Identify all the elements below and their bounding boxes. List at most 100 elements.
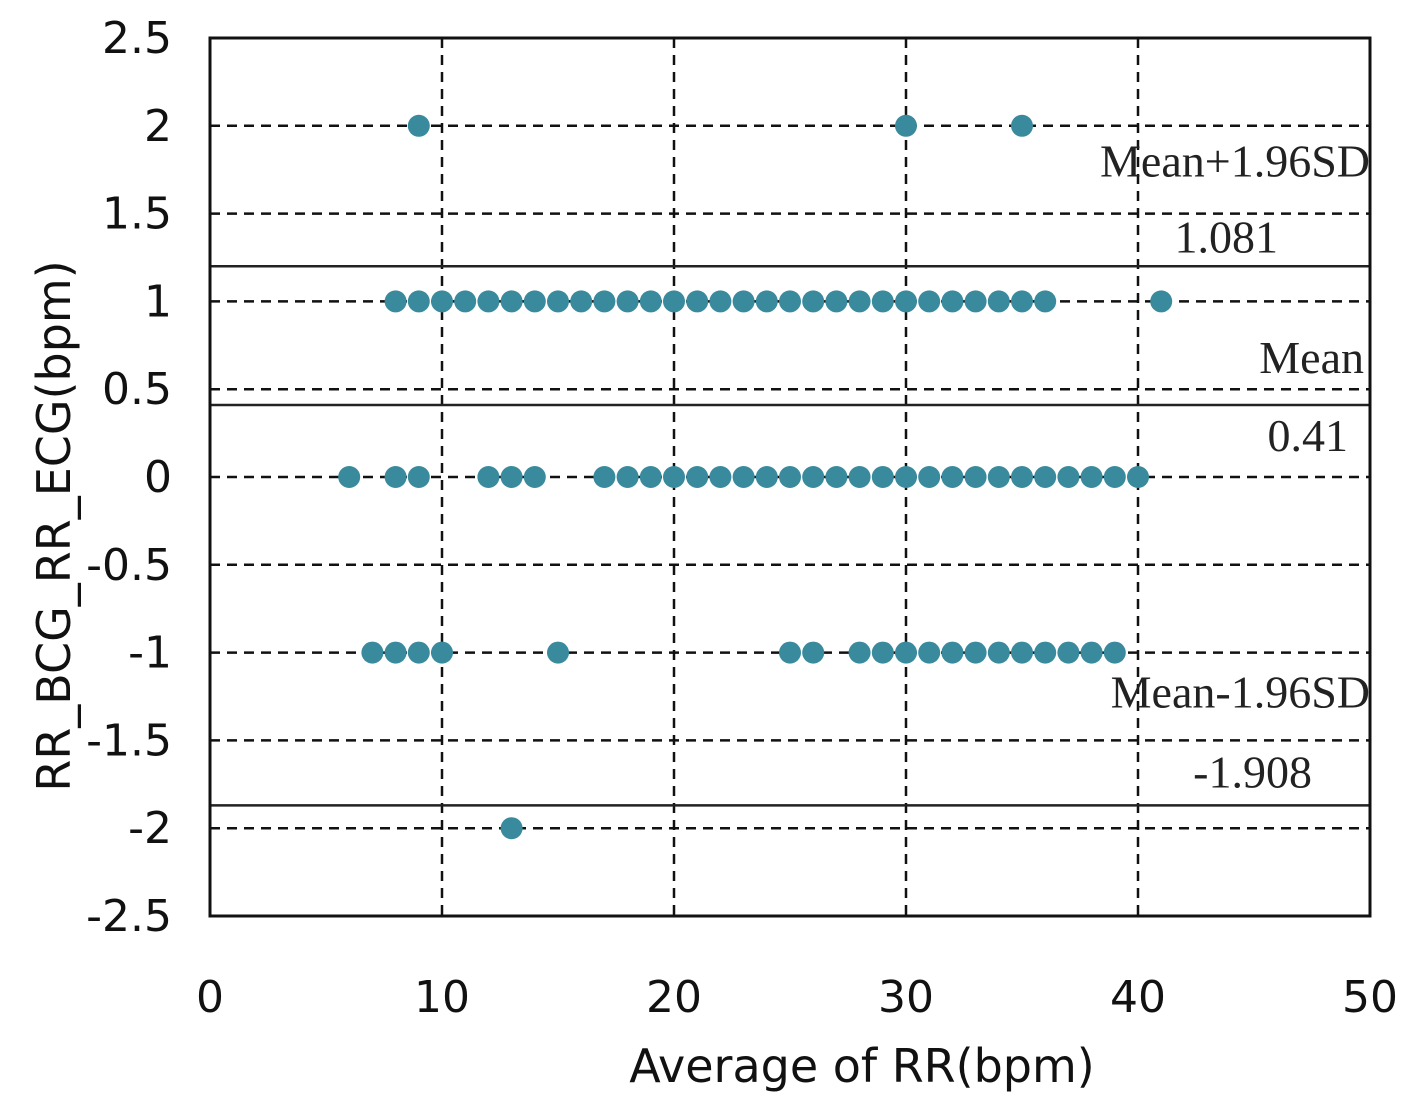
data-point <box>848 466 871 488</box>
x-tick-label: 0 <box>196 972 224 1023</box>
data-point <box>987 290 1010 313</box>
data-point <box>686 290 709 313</box>
reference-line-value: -1.908 <box>1193 746 1312 797</box>
data-point <box>871 641 894 664</box>
data-point <box>848 641 871 664</box>
data-point <box>779 466 801 488</box>
data-point <box>1034 641 1057 664</box>
data-point <box>1034 466 1057 488</box>
data-point <box>547 641 569 664</box>
data-point <box>895 114 917 137</box>
reference-line-name: Mean <box>1259 332 1364 383</box>
data-point <box>1103 641 1126 664</box>
y-tick-label: 1 <box>144 276 172 327</box>
data-point <box>964 641 987 664</box>
data-point <box>407 114 430 137</box>
data-point <box>407 466 430 488</box>
y-tick-label: -2.5 <box>86 891 172 942</box>
x-tick-label: 40 <box>1110 972 1166 1023</box>
x-axis-title: Average of RR(bpm) <box>629 1039 1095 1093</box>
data-point <box>593 290 616 313</box>
data-point <box>895 641 917 664</box>
data-point <box>454 290 477 313</box>
data-point <box>732 290 755 313</box>
data-point <box>895 290 917 313</box>
data-point <box>500 466 523 488</box>
data-points <box>338 114 1173 840</box>
data-point <box>802 466 825 488</box>
data-point <box>779 290 801 313</box>
data-point <box>732 466 755 488</box>
data-point <box>1011 641 1033 664</box>
data-point <box>755 466 778 488</box>
data-point <box>407 290 430 313</box>
data-point <box>616 290 639 313</box>
data-point <box>523 466 546 488</box>
x-tick-label: 10 <box>414 972 470 1023</box>
data-point <box>848 290 871 313</box>
data-point <box>918 466 941 488</box>
data-point <box>384 466 407 488</box>
data-point <box>686 466 709 488</box>
y-tick-label: 2.5 <box>102 13 172 64</box>
y-tick-label: 1.5 <box>102 189 172 240</box>
data-point <box>663 466 685 488</box>
data-point <box>384 290 407 313</box>
data-point <box>941 290 964 313</box>
y-tick-label: -0.5 <box>86 540 172 591</box>
data-point <box>338 466 361 488</box>
reference-line-name: Mean-1.96SD <box>1111 666 1370 717</box>
data-point <box>616 466 639 488</box>
data-point <box>431 641 453 664</box>
data-point <box>1080 466 1103 488</box>
data-point <box>1011 290 1033 313</box>
y-tick-label: -1 <box>128 628 172 679</box>
data-point <box>825 466 848 488</box>
data-point <box>987 641 1010 664</box>
data-point <box>802 641 825 664</box>
y-tick-label: 0.5 <box>102 364 172 415</box>
data-point <box>1057 466 1080 488</box>
data-point <box>709 290 732 313</box>
data-point <box>570 290 593 313</box>
data-point <box>663 290 685 313</box>
data-point <box>895 466 917 488</box>
data-point <box>964 466 987 488</box>
data-point <box>407 641 430 664</box>
reference-line-value: 1.081 <box>1175 211 1279 262</box>
reference-line-name: Mean+1.96SD <box>1100 135 1370 186</box>
data-point <box>477 466 500 488</box>
data-point <box>802 290 825 313</box>
reference-lines <box>210 265 1370 807</box>
data-point <box>431 290 453 313</box>
data-point <box>547 290 569 313</box>
data-point <box>941 641 964 664</box>
x-tick-label: 20 <box>646 972 702 1023</box>
data-point <box>477 290 500 313</box>
data-point <box>593 466 616 488</box>
data-point <box>361 641 384 664</box>
data-point <box>941 466 964 488</box>
x-tick-label: 50 <box>1342 972 1398 1023</box>
data-point <box>709 466 732 488</box>
data-point <box>1011 114 1033 137</box>
data-point <box>500 817 523 840</box>
x-tick-label: 30 <box>878 972 934 1023</box>
data-point <box>1103 466 1126 488</box>
data-point <box>1080 641 1103 664</box>
y-tick-label: 2 <box>144 101 172 152</box>
data-point <box>1034 290 1057 313</box>
data-point <box>964 290 987 313</box>
data-point <box>1150 290 1173 313</box>
tick-labels: 0 10 20 30 40 50 2.5 2 1.5 1 0.5 0 -0.5 -1 -1.5 -2 -2.5 <box>86 13 1398 1023</box>
data-point <box>871 290 894 313</box>
y-axis-title: RR_BCG_RR_ECG(bpm) <box>27 260 81 791</box>
data-point <box>639 290 662 313</box>
plot-frame <box>208 36 1372 918</box>
data-point <box>987 466 1010 488</box>
y-tick-label: -2 <box>128 803 172 854</box>
reference-line-value: 0.41 <box>1268 410 1349 461</box>
data-point <box>1057 641 1080 664</box>
data-point <box>500 290 523 313</box>
data-point <box>1127 466 1149 488</box>
